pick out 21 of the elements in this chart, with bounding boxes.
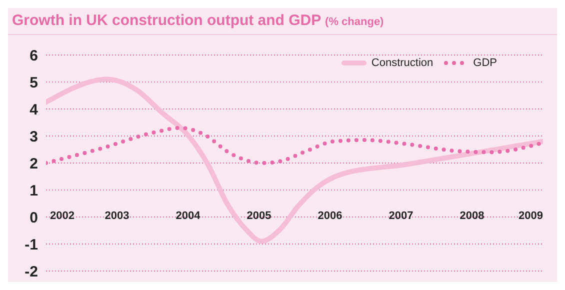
y-tick-label: 6 [30, 47, 38, 64]
y-tick-label: -2 [24, 263, 38, 280]
chart-title: Growth in UK construction output and GDP [12, 12, 321, 29]
y-tick-label: 4 [30, 101, 39, 118]
chart-subtitle: (% change) [325, 16, 384, 28]
x-tick-label: 2007 [388, 210, 414, 222]
y-tick-label: 5 [30, 74, 38, 92]
y-tick-label: -1 [24, 236, 38, 254]
x-tick-label: 2002 [50, 210, 74, 222]
x-tick-label: 2008 [460, 210, 484, 222]
x-tick-label: 2004 [176, 210, 202, 222]
y-tick-label: 2 [30, 155, 38, 172]
y-tick-label: 0 [30, 209, 38, 226]
legend-label: GDP [472, 57, 497, 69]
x-tick-label: 2003 [104, 210, 130, 222]
x-tick-label: 2009 [518, 210, 543, 222]
x-tick-label: 2005 [246, 210, 272, 222]
y-tick-label: 1 [30, 182, 38, 200]
legend-label: Construction [370, 57, 434, 69]
x-tick-label: 2006 [318, 210, 342, 222]
y-tick-label: 3 [30, 128, 38, 146]
